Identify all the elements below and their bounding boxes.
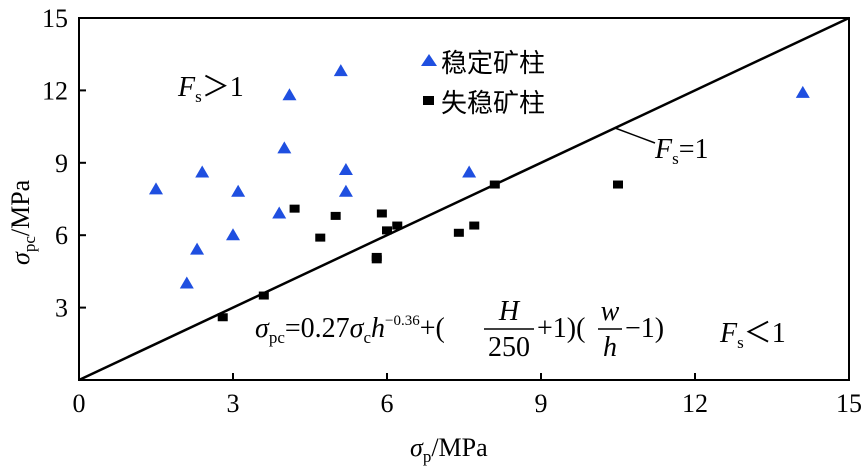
- x-tick-label-2: 6: [381, 389, 394, 418]
- y-axis-label: σpc/MPa: [6, 179, 39, 265]
- lower-region-var: F: [719, 318, 738, 349]
- stable-pillar-point-13: [795, 85, 810, 98]
- x-tick-label-4: 12: [682, 389, 708, 418]
- formula-coef: =0.27: [285, 313, 350, 344]
- stable-pillar-point-6: [272, 206, 287, 219]
- ref-label-sub: s: [672, 149, 679, 168]
- stable-pillar-point-11: [338, 184, 353, 197]
- legend-label-unstable: 失稳矿柱: [441, 89, 545, 119]
- stable-pillar-point-1: [179, 276, 194, 289]
- x-axis-label-var: σ: [410, 433, 424, 462]
- unstable-pillar-point-13: [613, 180, 623, 189]
- stable-pillar-point-9: [333, 64, 348, 77]
- legend: 稳定矿柱 失稳矿柱: [421, 49, 545, 119]
- upper-region-annotation: Fs＞1: [177, 72, 244, 106]
- lower-region-sub: s: [737, 333, 744, 352]
- plot-frame: [78, 17, 850, 381]
- unstable-pillar-point-10: [453, 228, 464, 237]
- stable-pillar-point-4: [226, 228, 240, 241]
- formula-lhs-sub: pc: [269, 328, 286, 347]
- y-tick-label-3: 9: [55, 149, 68, 178]
- y-axis-ticks: 3 6 9 12 15: [42, 4, 86, 381]
- upper-region-var: F: [177, 72, 196, 103]
- x-axis-label: σp/MPa: [410, 433, 488, 466]
- reference-line-label: Fs=1: [654, 134, 709, 168]
- lower-region-rel: ＜1: [744, 318, 786, 349]
- unstable-pillar-point-12: [489, 180, 500, 189]
- unstable-pillar-point-8: [382, 226, 392, 235]
- stable-pillar-point-12: [462, 165, 477, 178]
- upper-region-sub: s: [195, 87, 202, 106]
- legend-triangle-icon: [421, 54, 437, 66]
- formula-sigma: σ: [350, 313, 365, 344]
- stable-pillar-point-8: [282, 88, 297, 101]
- y-axis-label-unit: /MPa: [6, 179, 35, 236]
- stable-pillar-point-10: [338, 163, 353, 176]
- unstable-pillar-point-2: [289, 204, 300, 213]
- stable-pillar-point-3: [195, 165, 210, 178]
- x-tick-label-3: 9: [535, 389, 548, 418]
- unstable-pillar-point-0: [217, 313, 228, 322]
- formula-plus-one: +1)(: [537, 313, 585, 344]
- stable-pillar-point-2: [190, 242, 205, 255]
- unstable-pillar-point-1: [258, 291, 269, 300]
- y-axis-label-var: σ: [6, 251, 35, 265]
- stable-pillar-point-5: [231, 184, 246, 197]
- y-tick-label-5: 15: [42, 4, 68, 33]
- formula-exponent: −0.36: [385, 313, 420, 329]
- reference-line-fs-1: [78, 16, 850, 382]
- lower-region-annotation: Fs＜1: [719, 318, 786, 352]
- formula-left: σpc=0.27σch−0.36+(: [255, 313, 445, 347]
- formula-plus-open: +(: [420, 313, 445, 344]
- y-tick-label-4: 12: [42, 76, 68, 105]
- ref-label-value: =1: [679, 134, 709, 165]
- stable-pillar-point-0: [149, 182, 163, 195]
- formula: σpc=0.27σch−0.36+( H 250 +1)( w h −1): [255, 296, 664, 363]
- ref-label-var: F: [654, 134, 673, 165]
- reference-line-label-leader: [614, 127, 656, 144]
- formula-250: 250: [488, 332, 530, 363]
- formula-minus-one: −1): [625, 313, 664, 344]
- x-tick-label-5: 15: [836, 389, 862, 418]
- x-axis-label-unit: /MPa: [431, 433, 488, 462]
- unstable-pillar-point-3: [315, 233, 326, 242]
- upper-region-rel: ＞1: [202, 72, 244, 103]
- y-tick-label-2: 6: [55, 221, 68, 250]
- stable-pillar-point-7: [277, 141, 292, 154]
- formula-sigma-sub: c: [363, 328, 371, 347]
- unstable-pillar-point-9: [392, 221, 403, 230]
- formula-w: w: [601, 296, 620, 327]
- unstable-pillar-point-4: [330, 211, 341, 220]
- unstable-pillar-point-6: [371, 255, 382, 264]
- x-axis-ticks: 0 3 6 9 12 15: [73, 373, 862, 418]
- unstable-pillar-point-11: [469, 221, 480, 230]
- formula-lhs-var: σ: [255, 313, 270, 344]
- y-axis-label-sub: pc: [20, 236, 39, 253]
- x-tick-label-0: 0: [73, 389, 86, 418]
- formula-h-den: h: [603, 332, 617, 363]
- unstable-pillar-point-7: [376, 209, 387, 218]
- x-tick-label-1: 3: [227, 389, 240, 418]
- legend-square-icon: [423, 96, 434, 105]
- y-tick-label-1: 3: [55, 294, 68, 323]
- x-axis-label-sub: p: [423, 447, 432, 466]
- formula-h: h: [371, 313, 385, 344]
- data-markers: [149, 64, 810, 322]
- formula-H: H: [498, 296, 521, 327]
- legend-label-stable: 稳定矿柱: [441, 49, 545, 79]
